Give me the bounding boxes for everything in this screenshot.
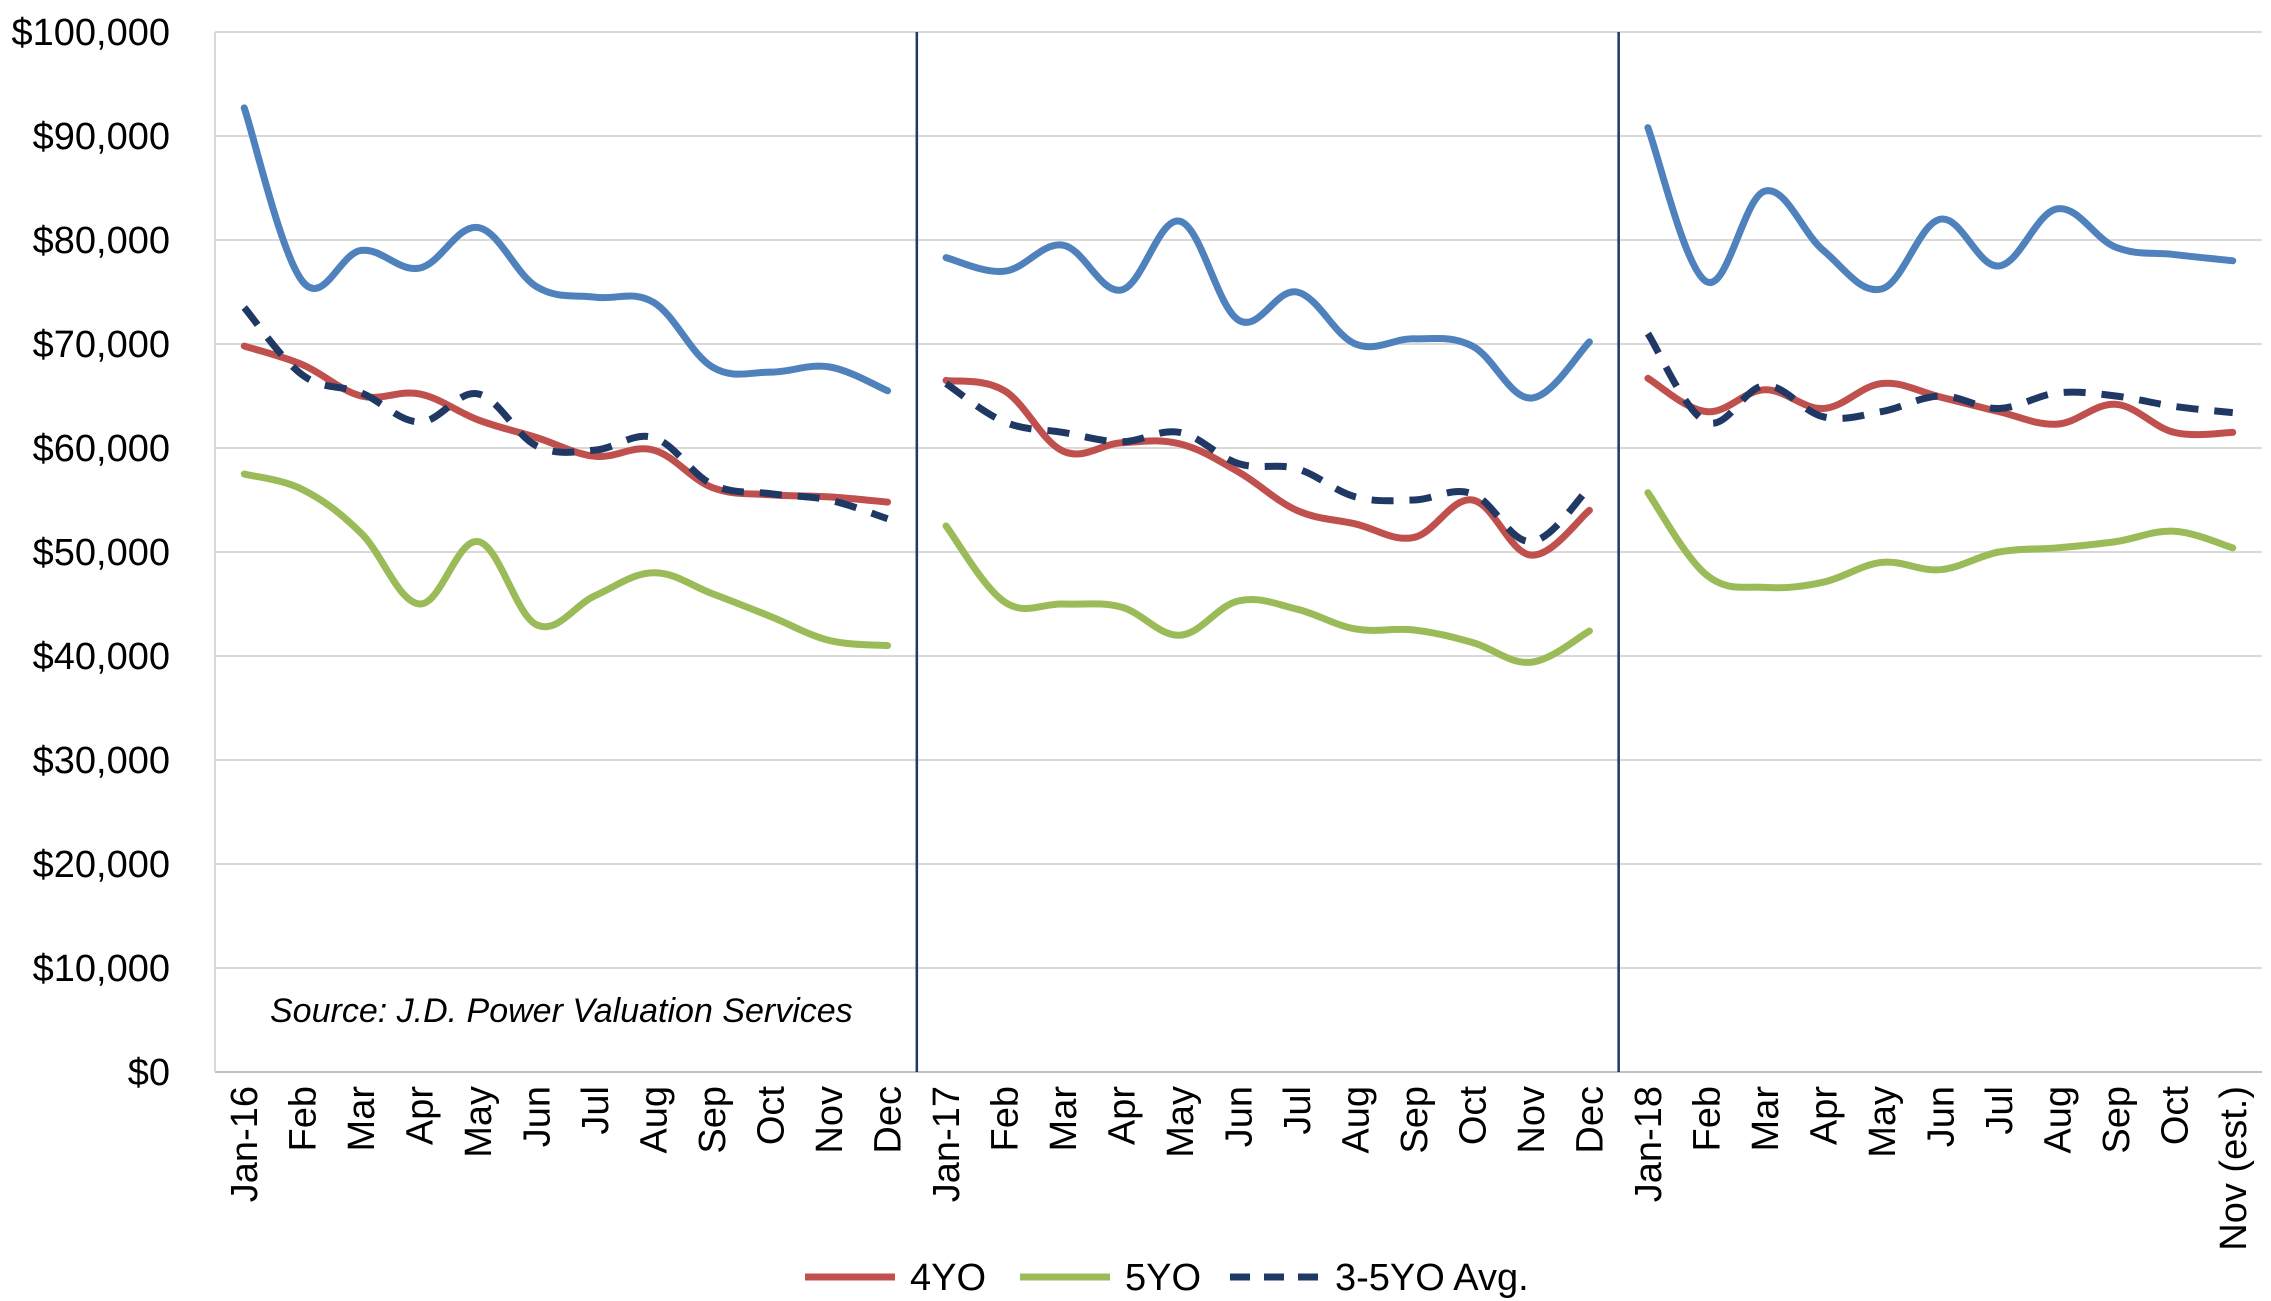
y-tick-label: $100,000 [12,12,171,54]
x-tick-label: Jul [1277,1086,1319,1135]
x-tick-label: Apr [1102,1086,1144,1145]
x-axis: Jan-16 Feb Mar Apr May Jun Jul Aug Sep Oct Nov Dec J… [224,1086,2255,1251]
legend-label: 5YO [1125,1257,1201,1299]
x-tick-label: Sep [692,1086,734,1154]
x-tick-label: Nov (est.) [2213,1086,2255,1251]
x-tick-label: Nov [1511,1086,1553,1154]
gridlines [215,31,2262,1073]
x-tick-label: Jun [1219,1086,1261,1147]
y-axis: $0 $10,000 $20,000 $30,000 $40,000 $50,000 $60… [12,12,216,1094]
x-tick-label: Nov [809,1086,851,1154]
x-tick-label: Sep [2096,1086,2138,1154]
x-tick-label: Jan-17 [926,1086,968,1202]
x-tick-label: Sep [1394,1086,1436,1154]
y-tick-label: $50,000 [33,532,170,574]
x-tick-label: Oct [751,1086,793,1146]
series-line-segment [942,217,1593,402]
x-tick-label: Feb [985,1086,1027,1151]
y-tick-label: $70,000 [33,324,170,366]
x-tick-label: Aug [634,1086,676,1154]
x-tick-label: Oct [2154,1086,2196,1146]
x-tick-label: May [458,1086,500,1158]
series-unnamed [240,104,2237,402]
source-note: Source: J.D. Power Valuation Services [270,992,853,1030]
y-tick-label: $10,000 [33,948,170,990]
y-tick-label: $40,000 [33,636,170,678]
y-tick-label: $60,000 [33,428,170,470]
x-tick-label: Aug [2037,1086,2079,1154]
x-tick-label: Mar [341,1086,383,1152]
x-tick-label: Jul [575,1086,617,1135]
series-line-segment [240,470,892,650]
x-tick-label: Dec [1569,1086,1611,1154]
x-tick-label: Jan-18 [1628,1086,1670,1202]
x-tick-label: Mar [1043,1086,1085,1152]
x-tick-label: Jan-16 [224,1086,266,1202]
x-tick-label: Jun [517,1086,559,1147]
series-5yo [240,470,2237,666]
x-tick-label: Feb [283,1086,325,1151]
y-tick-label: $20,000 [33,844,170,886]
x-tick-label: May [1160,1086,1202,1158]
series-line-segment [1644,331,2234,427]
series-lines [240,104,2237,666]
x-tick-label: Jun [1920,1086,1962,1147]
x-tick-label: Jul [1979,1086,2021,1135]
series-line-segment [241,305,889,523]
y-tick-label: $80,000 [33,220,170,262]
x-tick-label: Feb [1686,1086,1728,1151]
x-tick-label: Dec [868,1086,910,1154]
series-line-segment [1644,489,2237,592]
x-tick-label: Mar [1745,1086,1787,1152]
legend-label: 4YO [910,1257,986,1299]
series-line-segment [942,522,1593,666]
x-tick-label: May [1862,1086,1904,1158]
series-line-segment [1644,124,2237,294]
year-separators [915,32,1620,1072]
series-line-segment [944,380,1592,546]
legend: 4YO 5YO 3-5YO Avg. [805,1257,1529,1299]
y-tick-label: $0 [128,1052,170,1094]
legend-label: 3-5YO Avg. [1335,1257,1529,1299]
series-3-5yo-avg- [241,305,2234,546]
x-tick-label: Aug [1335,1086,1377,1154]
series-line-segment [1644,374,2237,439]
series-line-segment [240,104,892,395]
x-tick-label: Oct [1452,1086,1494,1146]
series-line-segment [942,376,1593,559]
y-tick-label: $90,000 [33,116,170,158]
x-tick-label: Apr [400,1086,442,1145]
x-tick-label: Apr [1803,1086,1845,1145]
y-tick-label: $30,000 [33,740,170,782]
series-4yo [240,342,2237,559]
